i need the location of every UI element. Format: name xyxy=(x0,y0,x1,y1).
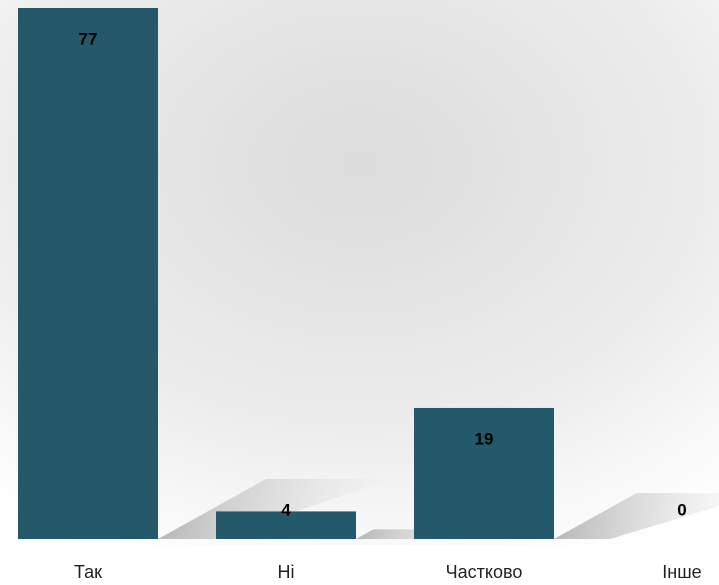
x-tick-label: Частково xyxy=(446,562,523,582)
data-label: 77 xyxy=(79,29,98,48)
marks: 77 Так 4 Ні 19 Частково 0 Інше xyxy=(18,8,702,582)
x-tick-label: Інше xyxy=(662,562,701,582)
bar-shadow xyxy=(554,493,719,539)
bar xyxy=(216,511,356,539)
data-label: 4 xyxy=(281,500,291,519)
data-label: 0 xyxy=(677,500,686,519)
bar xyxy=(18,8,158,539)
x-tick-label: Так xyxy=(74,562,102,582)
x-tick-label: Ні xyxy=(278,562,295,582)
bar xyxy=(414,407,554,539)
data-label: 19 xyxy=(475,429,494,448)
